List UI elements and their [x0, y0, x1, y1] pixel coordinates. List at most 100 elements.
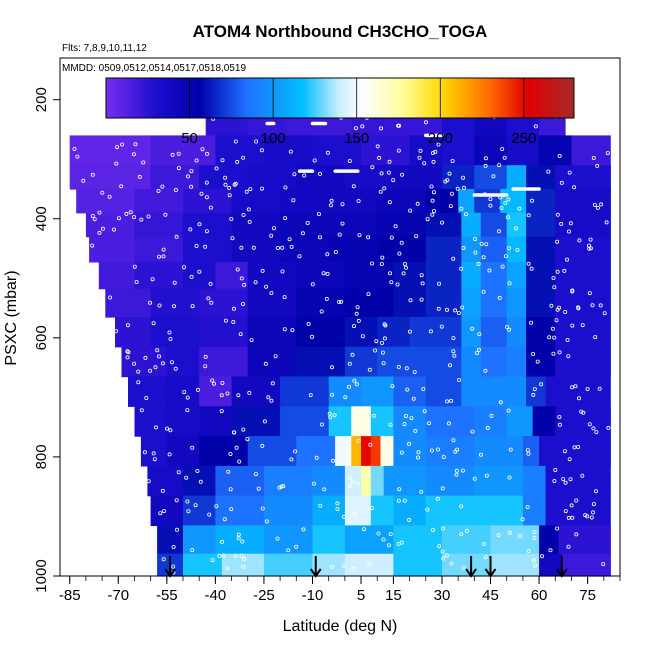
heatmap-cell	[157, 525, 184, 555]
heatmap-cell	[351, 436, 362, 467]
sample-point	[576, 444, 581, 449]
heatmap-cell	[377, 317, 411, 348]
sample-point	[562, 268, 567, 273]
sample-point	[148, 300, 153, 305]
heatmap-cell	[532, 406, 556, 437]
heatmap-cell	[150, 135, 216, 166]
heatmap-cell	[555, 261, 611, 290]
sample-point	[273, 354, 278, 359]
sample-point	[415, 455, 420, 460]
sample-point	[569, 503, 574, 508]
sample-point	[591, 426, 596, 431]
sample-point	[158, 511, 163, 516]
sample-point	[449, 398, 454, 403]
sample-point	[355, 305, 360, 310]
sample-point	[447, 171, 452, 176]
sample-point	[451, 336, 456, 341]
sample-point	[419, 273, 424, 278]
heatmap-cell	[280, 376, 330, 407]
sample-point	[597, 386, 602, 391]
sample-point	[366, 292, 371, 297]
sample-point	[550, 326, 555, 331]
sample-point	[231, 306, 236, 311]
sample-point	[204, 229, 209, 234]
sample-point	[577, 238, 582, 243]
sample-point	[570, 323, 575, 328]
sample-point	[131, 152, 136, 157]
sample-point	[171, 545, 176, 550]
heatmap-cell	[409, 135, 443, 166]
sample-point	[172, 280, 177, 285]
sample-point	[170, 152, 175, 157]
sample-point	[360, 334, 365, 339]
sample-point	[161, 247, 166, 252]
sample-point	[354, 311, 359, 316]
sample-point	[204, 195, 209, 200]
sample-point	[387, 159, 392, 164]
sample-point	[380, 255, 385, 260]
sample-point	[576, 306, 581, 311]
sample-point	[431, 159, 436, 164]
heatmap-cell	[166, 346, 200, 378]
sample-point	[387, 200, 392, 205]
sample-point	[329, 198, 334, 203]
sample-point	[330, 458, 335, 463]
sample-point	[572, 185, 577, 190]
sample-point	[507, 281, 512, 286]
sample-point	[239, 276, 244, 281]
sample-point	[139, 217, 144, 222]
sample-point	[337, 299, 342, 304]
sample-point	[292, 172, 297, 177]
sample-point	[264, 519, 269, 524]
sample-point	[402, 422, 407, 427]
sample-point	[507, 327, 512, 332]
heatmap-cell	[370, 436, 382, 467]
sample-point	[535, 359, 540, 364]
heatmap-cell	[425, 236, 462, 263]
sample-point	[169, 360, 174, 365]
sample-point	[260, 268, 265, 273]
heatmap-cell	[393, 525, 443, 555]
sample-point	[381, 361, 386, 366]
sample-point	[397, 487, 402, 492]
sample-point	[125, 323, 130, 328]
sample-point	[280, 269, 285, 274]
sample-point	[553, 467, 558, 472]
sample-point	[407, 441, 412, 446]
heatmap-cell	[199, 406, 233, 437]
sample-point	[327, 411, 332, 416]
heatmap-cell	[89, 236, 135, 263]
sample-point	[242, 556, 247, 561]
sample-point	[601, 562, 606, 567]
sample-point	[567, 229, 572, 234]
sample-point	[279, 484, 284, 489]
sample-point	[356, 198, 361, 203]
sample-point	[229, 216, 234, 221]
heatmap-cell	[539, 135, 573, 166]
sample-point	[430, 527, 435, 532]
x-tick-label: 5	[357, 587, 365, 604]
sample-point	[403, 413, 408, 418]
sample-point	[236, 393, 241, 398]
sample-point	[223, 182, 228, 187]
sample-point	[477, 332, 482, 337]
sample-point	[436, 306, 441, 311]
heatmap-cell	[231, 236, 281, 263]
dates-label: MMDD: 0509,0512,0514,0517,0518,0519	[62, 63, 246, 74]
sample-point	[271, 226, 276, 231]
sample-point	[546, 169, 551, 174]
colorbar	[105, 77, 575, 119]
sample-point	[396, 498, 401, 503]
heatmap-cell	[506, 236, 527, 263]
sample-point	[375, 144, 380, 149]
sample-point	[489, 413, 494, 418]
sample-point	[568, 477, 573, 482]
sample-point	[289, 457, 294, 462]
sample-point	[199, 191, 204, 196]
sample-point	[455, 186, 460, 191]
sample-point	[459, 504, 464, 509]
heatmap-cell	[351, 406, 372, 437]
sample-point	[148, 368, 153, 373]
heatmap-cell	[247, 165, 297, 190]
sample-point	[235, 267, 240, 272]
